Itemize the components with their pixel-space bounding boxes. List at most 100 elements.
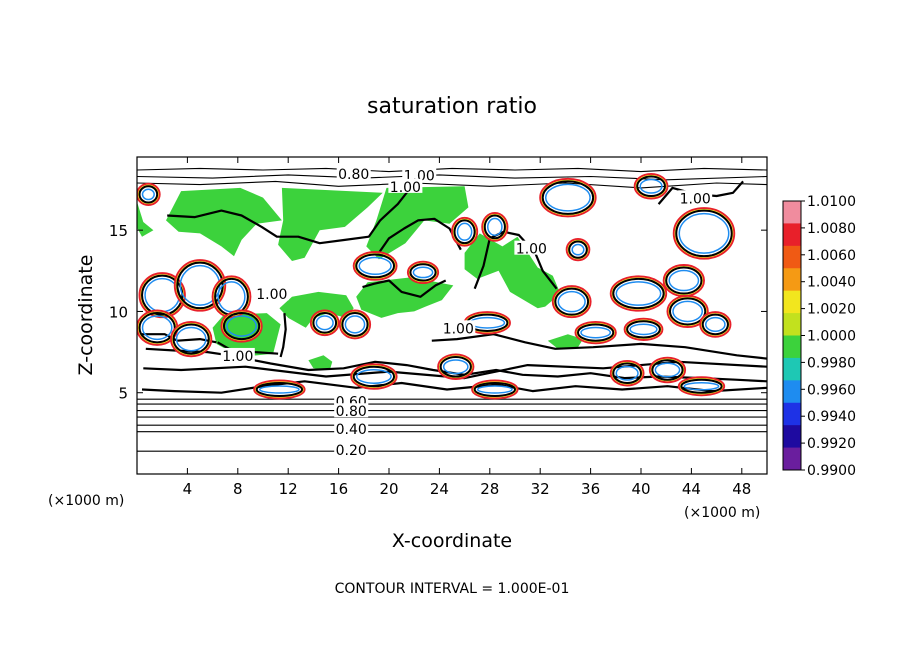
- colorbar-label-8: 0.9940: [807, 409, 856, 425]
- contour-loop: [701, 313, 729, 336]
- contour-label-bg-7: [220, 347, 255, 362]
- x-axis-ticks: 4 8 12 16 20 24 28 32 36 40 44 48: [183, 157, 751, 498]
- contour-line-2: [473, 230, 558, 290]
- contour-loop: [138, 185, 159, 204]
- colorbar-label-1: 1.0080: [807, 221, 856, 237]
- colorbar-swatch-2: [783, 245, 801, 269]
- contour-halo-inner: [580, 326, 612, 339]
- contour-loop: [554, 287, 590, 316]
- contour-halo-inner: [704, 316, 726, 332]
- contour-line-9: [141, 380, 767, 394]
- x-tick-label-8: 36: [581, 480, 600, 498]
- closed-contour-4: [211, 275, 252, 319]
- contour-loop: [665, 266, 703, 295]
- contour-label-bg-6: [441, 320, 476, 335]
- contour-halo-inner: [358, 256, 392, 276]
- contour-halo-outer: [574, 320, 617, 345]
- contour-loop: [626, 320, 661, 339]
- contour-label-bg-10: [334, 421, 369, 436]
- closed-contour-29: [623, 317, 664, 341]
- contour-label-bg-11: [334, 442, 369, 457]
- x-tick-label-9: 40: [631, 480, 650, 498]
- contour-loop: [675, 209, 733, 258]
- contour-halo-inner: [258, 385, 300, 394]
- contour-halo-inner: [355, 368, 392, 384]
- contour-loop: [568, 240, 588, 259]
- contour-halo-inner: [629, 323, 658, 336]
- contour-loop: [409, 263, 437, 282]
- contour-loop: [668, 297, 707, 326]
- contour-loop: [312, 312, 338, 334]
- fill-region-9: [547, 334, 583, 349]
- x-tick-label-0: 4: [183, 480, 193, 498]
- plot-area: [137, 167, 767, 452]
- closed-contour-24: [253, 379, 306, 400]
- contour-halo-outer: [672, 207, 736, 260]
- contour-label-11: 0.20: [336, 443, 367, 459]
- contour-label-6: 1.00: [443, 321, 474, 337]
- contour-halo-inner: [678, 212, 730, 254]
- contour-halo-outer: [551, 285, 592, 319]
- contour-halo-inner: [672, 300, 704, 323]
- closed-contour-11: [633, 173, 669, 200]
- contour-line-8: [431, 333, 767, 360]
- y-tick-label-0: 5: [118, 385, 128, 403]
- contour-halo-inner: [571, 243, 585, 256]
- closed-contour-18: [137, 182, 161, 207]
- contour-labels: 0.80 1.001.001.001.001.001.001.000.600.80…: [220, 165, 713, 459]
- contour-halo-outer: [471, 379, 519, 400]
- closed-contour-25: [471, 379, 519, 400]
- closed-contour-10: [539, 177, 597, 218]
- contour-label-0: 0.80: [338, 167, 369, 183]
- contour-halo-outer: [220, 309, 263, 343]
- contour-loop: [355, 253, 396, 279]
- closed-contour-21: [648, 356, 687, 384]
- contour-halo-outer: [406, 260, 440, 285]
- contour-halo-inner: [344, 315, 366, 334]
- contour-loop: [612, 277, 665, 310]
- closed-contour-6: [338, 309, 372, 340]
- closed-contour-3: [170, 320, 213, 358]
- fill-region-2: [366, 186, 469, 260]
- y-axis-ticks: 5 10 15: [109, 222, 767, 403]
- contour-line-0: [167, 180, 417, 245]
- x-tick-label-11: 48: [732, 480, 751, 498]
- contour-loop: [612, 362, 643, 384]
- colorbar-label-0: 1.0100: [807, 194, 856, 210]
- contour-label-bg-9: [334, 403, 369, 418]
- contour-loop: [577, 323, 615, 342]
- fill-regions: [137, 186, 583, 370]
- fill-region-4: [464, 233, 561, 309]
- contour-label-10: 0.40: [336, 422, 367, 438]
- contour-line-14: [137, 180, 767, 189]
- contour-halo-outer: [565, 238, 591, 262]
- x-unit-right: (×1000 m): [684, 505, 760, 521]
- colorbar-swatch-7: [783, 357, 801, 381]
- closed-contour-7: [352, 251, 398, 281]
- contour-halo-inner: [654, 362, 681, 378]
- contour-halo-outer: [539, 177, 597, 218]
- contour-label-2: 1.00: [390, 180, 421, 196]
- contour-label-bg-1: [402, 167, 437, 182]
- contour-line-12: [137, 167, 767, 173]
- x-tick-label-1: 8: [233, 480, 243, 498]
- contour-loop: [453, 219, 476, 245]
- contour-label-5: 1.00: [256, 287, 287, 303]
- colorbar-swatch-8: [783, 380, 801, 404]
- contour-label-3: 1.00: [680, 191, 711, 207]
- closed-contours: [137, 173, 736, 400]
- closed-contour-26: [677, 376, 726, 397]
- closed-contour-12: [565, 238, 591, 262]
- x-tick-label-5: 24: [430, 480, 449, 498]
- colorbar-swatch-1: [783, 223, 801, 247]
- contour-label-bg-5: [254, 286, 289, 301]
- contour-halo-inner: [226, 315, 257, 337]
- colorbar-label-3: 1.0040: [807, 275, 856, 291]
- contour-halo-inner: [668, 269, 700, 292]
- closed-contour-20: [609, 359, 645, 387]
- fill-region-1: [278, 187, 383, 261]
- contour-halo-outer: [699, 311, 732, 338]
- x-unit-left: (×1000 m): [48, 493, 124, 509]
- colorbar-label-10: 0.9900: [807, 463, 856, 479]
- contour-halo-inner: [476, 385, 513, 394]
